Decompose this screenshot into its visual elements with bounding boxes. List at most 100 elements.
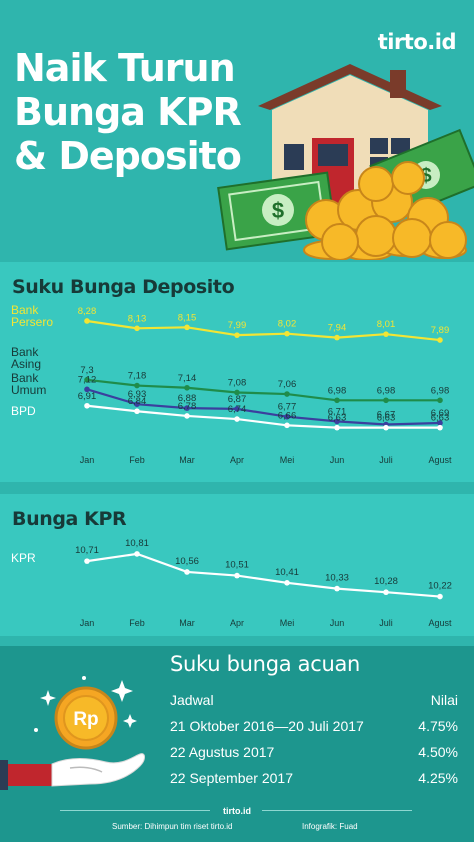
data-label: 6,98 bbox=[431, 385, 450, 396]
data-label: 7,06 bbox=[278, 379, 297, 390]
data-point bbox=[84, 386, 90, 393]
data-point bbox=[234, 572, 240, 579]
data-point bbox=[184, 569, 190, 575]
data-label: 7,18 bbox=[128, 371, 147, 382]
data-point bbox=[334, 424, 340, 431]
data-label: 10,71 bbox=[75, 545, 99, 556]
data-point bbox=[437, 424, 443, 431]
header: tirto.id Naik Turun Bunga KPR & Deposito bbox=[0, 0, 474, 262]
series-line bbox=[86, 319, 441, 342]
x-tick-label: Feb bbox=[129, 455, 145, 465]
series-bank-persero: 8,28 8,13 8,15 7,99 8,02 7,94 8,01 7,89 BankPers… bbox=[11, 303, 449, 343]
rupiah-coin-icon: Rp bbox=[54, 686, 118, 750]
data-point bbox=[184, 405, 190, 411]
legend-entry: Bank bbox=[11, 345, 39, 359]
svg-text:$: $ bbox=[272, 198, 284, 223]
legend-entry: Umum bbox=[11, 383, 46, 397]
title-line-2: Bunga KPR bbox=[14, 90, 242, 134]
data-point bbox=[184, 384, 190, 391]
data-label: 8,13 bbox=[128, 313, 147, 324]
legend-entry: Asing bbox=[11, 357, 41, 371]
series-line bbox=[86, 404, 440, 429]
data-point bbox=[84, 402, 90, 409]
data-point bbox=[184, 413, 190, 419]
row-jadwal: 22 September 2017 bbox=[170, 770, 293, 786]
data-point bbox=[437, 593, 443, 600]
hand-coin-illustration: Rp bbox=[0, 676, 145, 790]
x-tick-label: Feb bbox=[129, 618, 145, 628]
x-tick-label: Mar bbox=[179, 618, 195, 628]
footer-logo[interactable]: tirto.id bbox=[223, 806, 251, 816]
hand-icon bbox=[0, 753, 145, 790]
row-nilai: 4.75% bbox=[418, 718, 458, 734]
data-point bbox=[84, 377, 90, 383]
data-point bbox=[284, 413, 290, 420]
page-title: Naik Turun Bunga KPR & Deposito bbox=[14, 46, 242, 178]
data-point bbox=[334, 334, 340, 341]
data-label: 8,01 bbox=[377, 319, 396, 330]
brand-logo[interactable]: tirto.id bbox=[377, 30, 457, 54]
x-tick-label: Jun bbox=[330, 618, 345, 628]
data-point bbox=[84, 558, 90, 564]
data-label: 7,08 bbox=[228, 377, 247, 388]
data-label: 10,33 bbox=[325, 573, 349, 584]
x-tick-label: Jan bbox=[80, 618, 95, 628]
row-nilai: 4.25% bbox=[418, 770, 458, 786]
data-point bbox=[383, 397, 389, 404]
x-tick-label: Jun bbox=[330, 455, 345, 465]
data-point bbox=[334, 418, 340, 425]
data-point bbox=[184, 324, 190, 331]
kpr-chart: 10,71 10,81 10,56 10,51 10,41 10,33 10,28 10,22… bbox=[11, 538, 452, 628]
deposito-chart: 8,288,13 8,157,99 8,02 7,94 8,017,89BankPers… bbox=[11, 303, 452, 465]
data-label: 7,3 bbox=[80, 365, 93, 376]
x-tick-label: Agust bbox=[428, 455, 452, 465]
series-line bbox=[86, 552, 441, 598]
data-label: 6,69 bbox=[431, 408, 450, 419]
data-point bbox=[284, 580, 290, 586]
credit-note: Infografik: Fuad bbox=[302, 822, 358, 831]
series-line bbox=[86, 378, 440, 402]
data-point bbox=[284, 330, 290, 337]
x-tick-label: Mar bbox=[179, 455, 195, 465]
data-label: 8,28 bbox=[78, 306, 97, 317]
series-line bbox=[86, 388, 441, 426]
data-label: 10,56 bbox=[175, 556, 199, 567]
data-label: 6,63 bbox=[328, 413, 347, 424]
data-label: 6,84 bbox=[128, 396, 147, 407]
data-point bbox=[234, 389, 240, 396]
data-label: 6,66 bbox=[278, 410, 297, 421]
money-bill-icon: $ bbox=[217, 171, 337, 251]
data-point bbox=[383, 424, 389, 431]
data-label: 7,99 bbox=[228, 320, 247, 331]
data-label: 6,78 bbox=[178, 401, 197, 412]
data-point bbox=[437, 397, 443, 404]
x-tick-label: Apr bbox=[230, 618, 244, 628]
data-label: 10,28 bbox=[374, 576, 398, 587]
row-jadwal: 21 Oktober 2016—20 Juli 2017 bbox=[170, 718, 364, 734]
data-label: 10,51 bbox=[225, 560, 249, 571]
data-label: 8,15 bbox=[178, 312, 197, 323]
title-line-1: Naik Turun bbox=[14, 46, 236, 90]
data-label: 6,63 bbox=[431, 413, 450, 424]
data-label: 8,02 bbox=[278, 319, 297, 330]
data-label: 6,98 bbox=[328, 385, 347, 396]
series-bpd: 6,91 6,84 6,78 6,74 6,66 6,63 6,63 6,63 BPD bbox=[11, 391, 449, 431]
data-label: 7,94 bbox=[328, 323, 347, 334]
deposito-chart-title: Suku Bunga Deposito bbox=[12, 276, 235, 298]
data-point bbox=[134, 382, 140, 389]
x-tick-label: Mei bbox=[280, 455, 295, 465]
source-note: Sumber: Dihimpun tim riset tirto.id bbox=[112, 822, 233, 831]
row-jadwal: 22 Agustus 2017 bbox=[170, 744, 275, 760]
data-point bbox=[84, 318, 90, 324]
series-kpr: 10,71 10,81 10,56 10,51 10,41 10,33 10,28 10,22… bbox=[11, 538, 452, 600]
data-point bbox=[134, 551, 140, 557]
legend-entry: Bank bbox=[11, 303, 39, 317]
x-tick-label: Juli bbox=[379, 618, 393, 628]
data-point bbox=[284, 422, 290, 429]
data-label: 6,77 bbox=[278, 402, 297, 413]
x-tick-label: Jan bbox=[80, 455, 95, 465]
house-money-illustration: $ $ bbox=[217, 64, 474, 260]
data-point bbox=[437, 420, 443, 426]
